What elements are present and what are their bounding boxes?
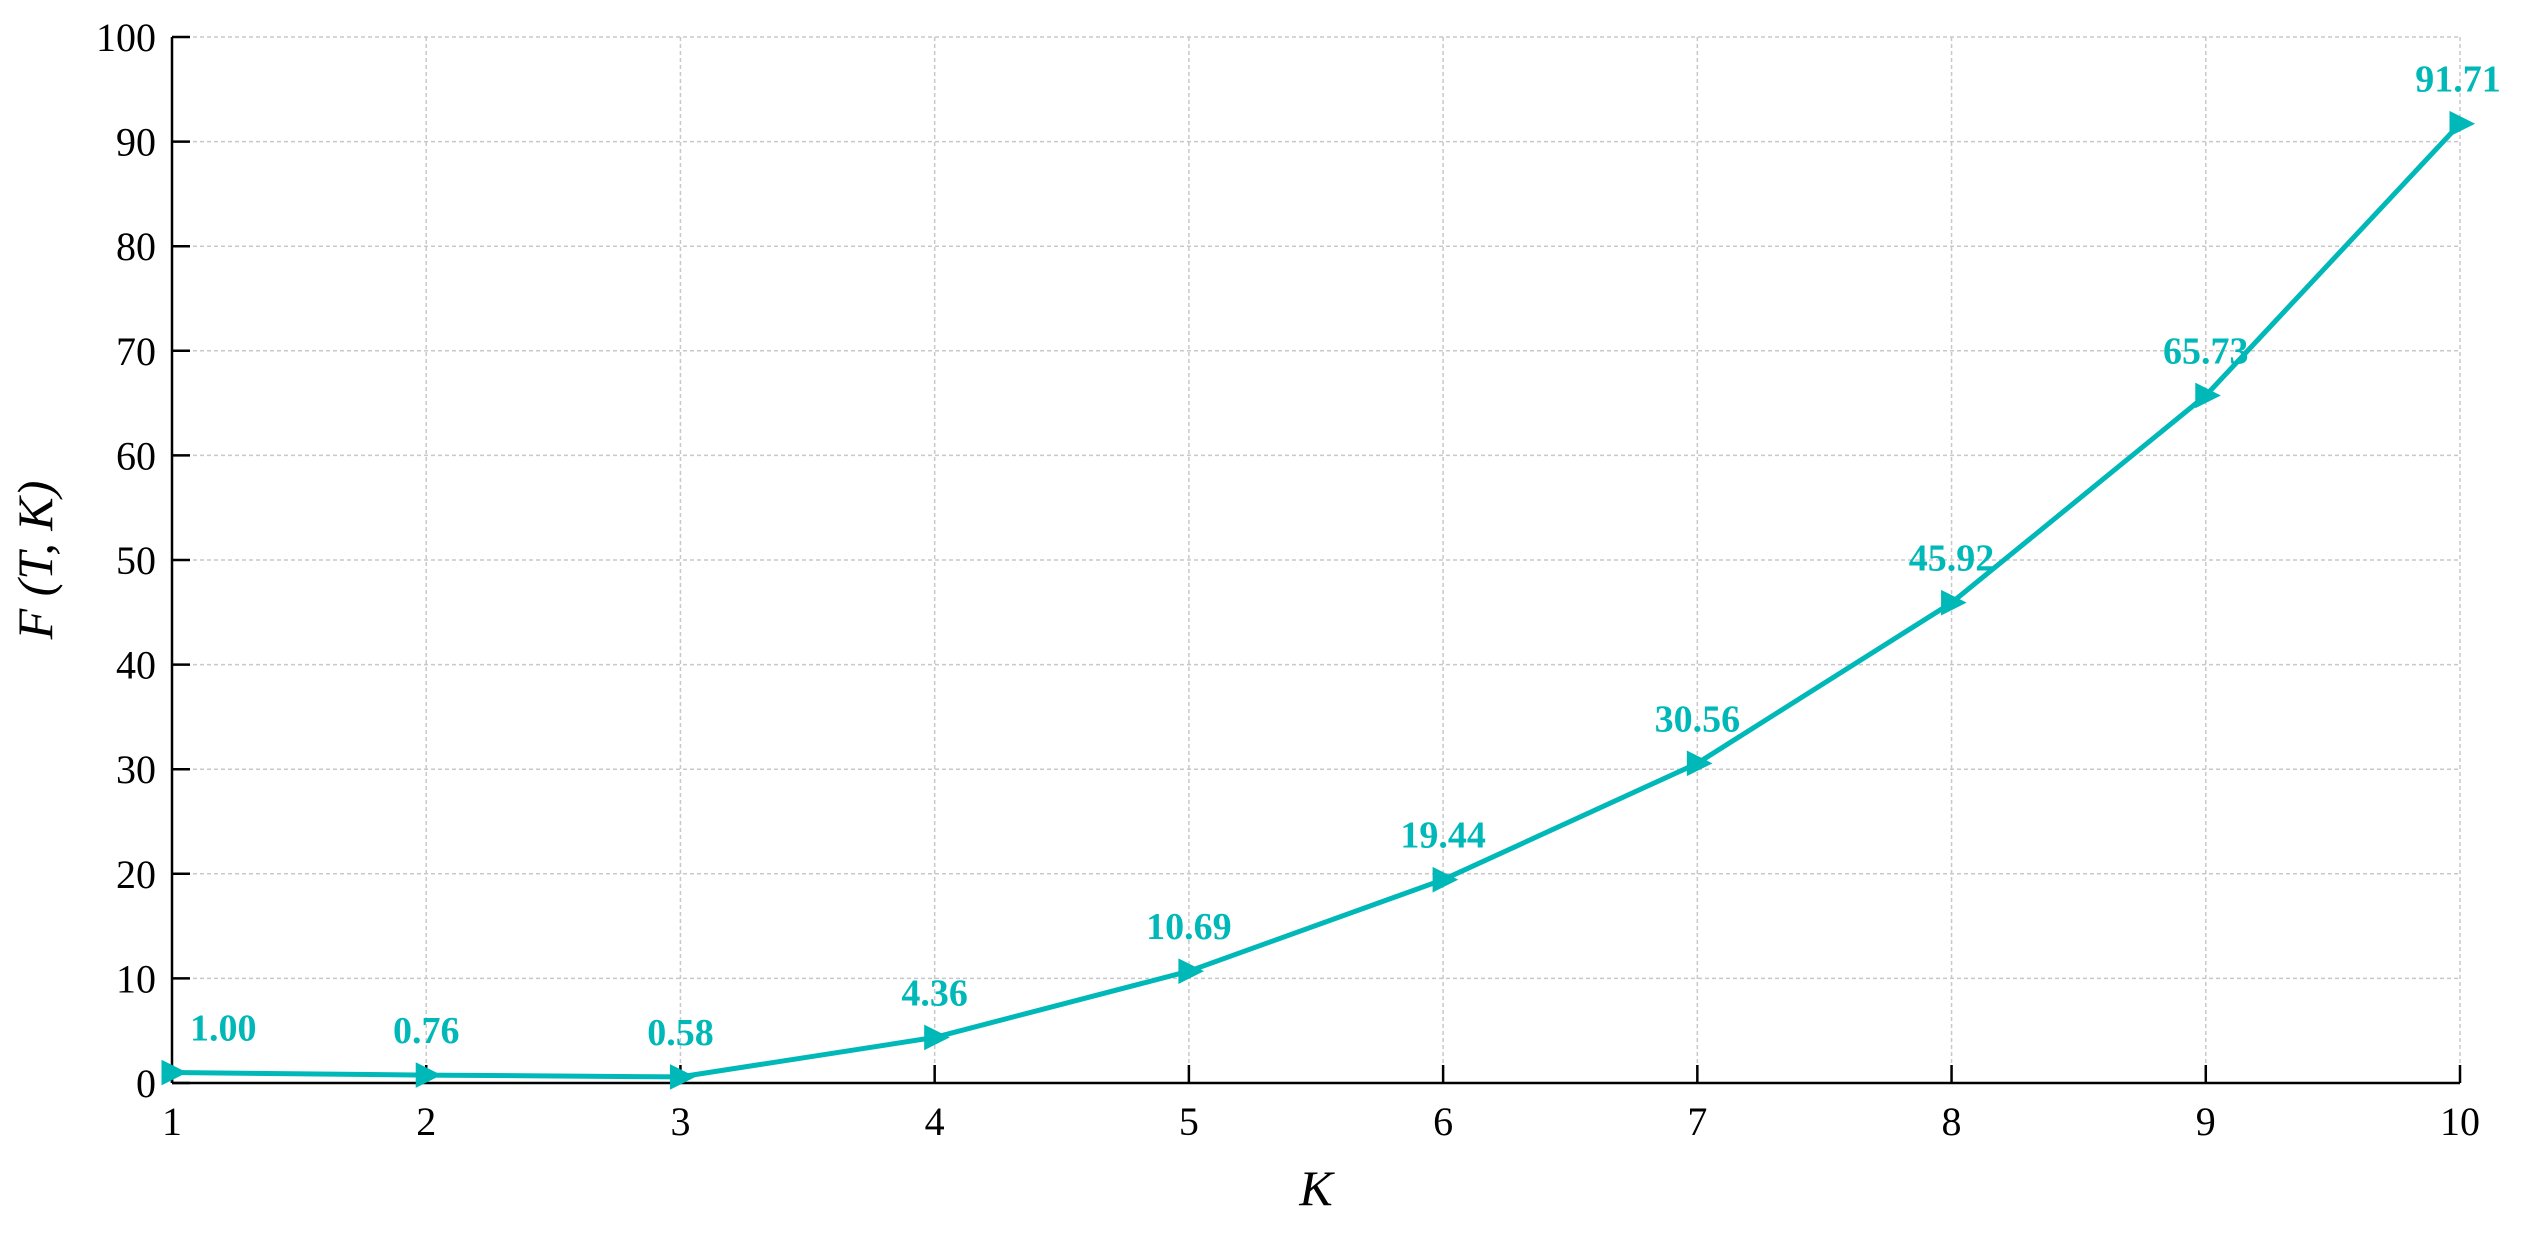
x-tick-label: 7 [1687,1099,1707,1144]
data-label: 0.76 [393,1010,460,1052]
y-tick-label: 60 [116,433,156,478]
y-axis-title: F (T, K) [7,481,63,641]
x-tick-label: 9 [2196,1099,2216,1144]
data-point-marker [2195,382,2221,409]
data-point-marker [1432,866,1459,893]
x-tick-label: 6 [1433,1099,1453,1144]
x-tick-label: 2 [416,1099,436,1144]
y-tick-label: 20 [116,852,156,897]
y-tick-label: 30 [116,747,156,792]
series [161,110,2476,1090]
x-tick-label: 4 [925,1099,945,1144]
x-tick-label: 8 [1942,1099,1962,1144]
x-tick-label: 3 [670,1099,690,1144]
y-tick-label: 0 [136,1061,156,1106]
data-point-marker [161,1059,188,1086]
data-label: 19.44 [1400,815,1486,857]
data-label: 4.36 [901,972,968,1014]
data-label: 45.92 [1909,538,1995,580]
grid [171,36,2461,1084]
data-label: 0.58 [647,1012,714,1054]
data-point-marker [1941,589,1967,616]
data-label: 65.73 [2163,330,2249,372]
y-tick-label: 80 [116,224,156,269]
data-point-marker [1686,750,1713,777]
data-label: 91.71 [2415,59,2501,101]
x-axis-title: K [1298,1160,1335,1216]
data-label: 10.69 [1146,906,1232,948]
data-point-marker [1178,958,1205,984]
data-label: 1.00 [190,1008,257,1050]
y-tick-label: 40 [116,643,156,688]
data-point-marker [415,1062,442,1088]
data-label: 30.56 [1655,698,1741,740]
y-tick-label: 50 [116,538,156,583]
y-tick-label: 90 [116,120,156,165]
data-point-marker [924,1024,950,1051]
y-tick-label: 100 [96,15,156,60]
x-tick-label: 10 [2440,1099,2480,1144]
y-tick-label: 10 [116,956,156,1001]
series-line [171,121,2462,1080]
x-tick-label: 5 [1179,1099,1199,1144]
data-point-marker [2449,110,2476,137]
data-labels: 1.00 0.76 0.58 4.36 10.69 19.44 30.56 45.92 65.7… [190,59,2501,1054]
x-tick-label: 1 [162,1099,182,1144]
data-point-marker [669,1064,696,1090]
y-tick-label: 70 [116,329,156,374]
